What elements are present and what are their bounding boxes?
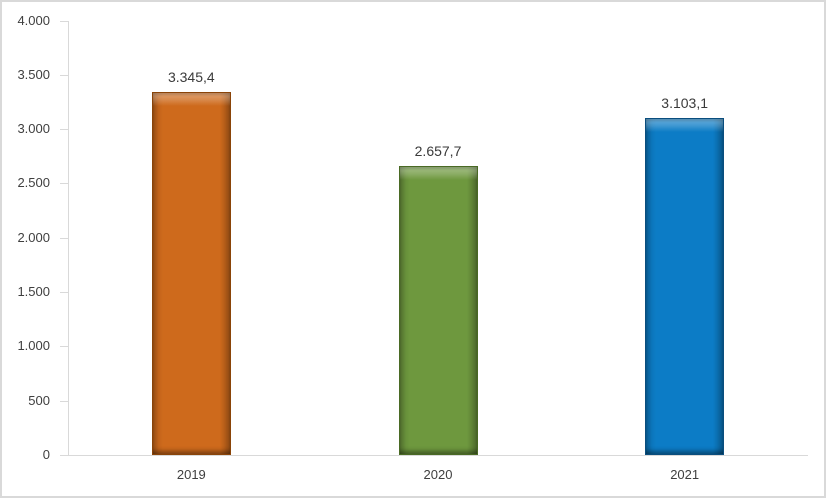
y-axis-line — [68, 20, 69, 455]
y-tick-mark — [60, 455, 68, 456]
x-tick-label: 2019 — [176, 467, 206, 482]
y-tick-mark — [60, 129, 68, 131]
x-axis-line — [68, 455, 808, 456]
y-tick-mark — [60, 237, 68, 239]
y-tick-label: 4.000 — [17, 12, 50, 28]
bar-value-label: 3.103,1 — [661, 94, 709, 111]
y-tick-label: 1.000 — [17, 338, 50, 354]
x-tick-label: 2020 — [423, 467, 453, 482]
y-tick-label: 3.000 — [17, 121, 50, 137]
y-tick-mark — [60, 74, 68, 76]
bar-2021[interactable] — [645, 117, 725, 455]
y-tick-label: 2.000 — [17, 229, 50, 245]
y-tick-label: 500 — [28, 392, 50, 408]
y-tick-label: 1.500 — [17, 284, 50, 300]
x-tick-label: 2021 — [670, 467, 700, 482]
bar-value-label: 3.345,4 — [167, 68, 215, 85]
y-tick-label: 3.500 — [17, 66, 50, 82]
bar-2020[interactable] — [398, 166, 478, 455]
bar-2019[interactable] — [151, 91, 231, 455]
y-tick-mark — [60, 346, 68, 348]
y-tick-mark — [60, 183, 68, 185]
y-tick-mark — [60, 400, 68, 402]
y-tick-label: 0 — [42, 447, 50, 462]
y-tick-mark — [60, 20, 68, 22]
bar-value-label: 2.657,7 — [414, 143, 462, 160]
y-tick-mark — [60, 292, 68, 294]
y-tick-label: 2.500 — [17, 175, 50, 191]
